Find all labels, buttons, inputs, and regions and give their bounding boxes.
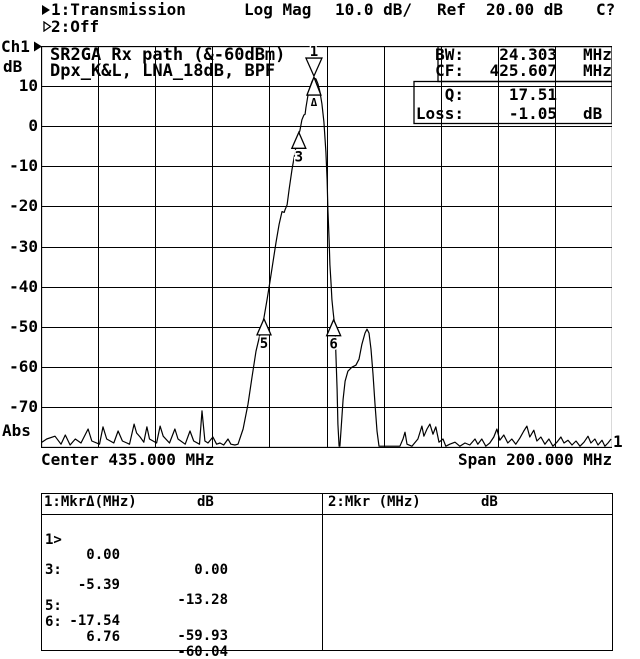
- annotation-line1: SR2GA Rx path (&-60dBm): [50, 45, 286, 65]
- y-tick: -50: [9, 317, 38, 336]
- marker-row-6: 6: 6.76 -60.04: [42, 600, 322, 659]
- x-axis-span-label: Span 200.000 MHz: [458, 450, 613, 469]
- channel-label: Ch1: [1, 37, 30, 56]
- inactive-trace-arrow-icon: [43, 21, 52, 32]
- marker-row-freq: -17.54: [69, 613, 120, 629]
- marker-row-id: 3:: [45, 562, 62, 578]
- marker-row-3: 3: -5.39 -13.28: [42, 548, 322, 608]
- y-tick: 10: [18, 76, 38, 95]
- marker-table-ch2-db-header: dB: [481, 494, 498, 510]
- y-tick: -10: [9, 156, 38, 175]
- marker-row-db: -59.93: [177, 628, 228, 644]
- svg-text:1: 1: [310, 46, 318, 60]
- y-tick: 0: [28, 116, 38, 135]
- marker-table-header-divider: [323, 514, 612, 515]
- cf-value: 425.607: [489, 61, 557, 80]
- marker-row-5: 5: -17.54 -59.93: [42, 584, 322, 644]
- marker-row-id: 1>: [45, 532, 62, 548]
- trace2-measurement: 2:Off: [51, 17, 100, 36]
- ref-label: Ref: [437, 0, 466, 19]
- svg-text:5: 5: [260, 336, 268, 352]
- marker-row-db: 0.00: [194, 562, 228, 578]
- marker-row-id: 6:: [45, 614, 62, 630]
- marker-row-freq: -5.39: [77, 577, 120, 593]
- q-value: 17.51: [508, 85, 557, 104]
- trace-number-label: 1: [613, 432, 623, 451]
- loss-label: Loss:: [415, 104, 464, 123]
- channel-arrow-icon: [34, 41, 42, 52]
- cf-label: CF:: [435, 61, 464, 80]
- y-tick: -30: [9, 237, 38, 256]
- bw-unit: MHz: [583, 45, 612, 64]
- y-tick: -60: [9, 357, 38, 376]
- correction-status: C?: [596, 0, 616, 19]
- bw-label: BW:: [435, 45, 464, 64]
- cf-unit: MHz: [583, 61, 612, 80]
- active-trace-arrow-icon: [42, 5, 50, 15]
- marker-row-db: -13.28: [177, 592, 228, 608]
- y-tick: -40: [9, 277, 38, 296]
- y-tick: -20: [9, 196, 38, 215]
- y-axis-bottom-label: Abs: [2, 421, 31, 440]
- svg-text:Δ: Δ: [311, 96, 318, 109]
- bw-value: 24.303: [499, 45, 557, 64]
- annotation-line2: Dpx_K&L, LNA_18dB, BPF: [50, 61, 276, 81]
- marker-row-freq: 0.00: [86, 547, 120, 563]
- svg-text:3: 3: [295, 149, 303, 165]
- marker-table-ch1-title: 1:MkrΔ(MHz): [44, 494, 137, 510]
- marker-table-header-divider: [42, 514, 322, 515]
- marker-table-ch2-title: 2:Mkr (MHz): [328, 494, 421, 510]
- marker-row-1: 1> 0.00 0.00: [42, 518, 322, 578]
- loss-unit: dB: [583, 104, 603, 123]
- measurement-plot: 1 Δ 3 5 6: [41, 46, 612, 448]
- trace1-measurement: 1:Transmission: [51, 0, 186, 19]
- marker-table-ch1: 1:MkrΔ(MHz) dB 1> 0.00 0.00 3: -5.39 -13…: [41, 493, 323, 659]
- q-label: Q:: [444, 85, 464, 104]
- y-axis-unit: dB: [3, 57, 23, 76]
- loss-value: -1.05: [508, 104, 557, 123]
- marker-row-db: -60.04: [177, 644, 228, 659]
- x-axis-center-label: Center 435.000 MHz: [41, 450, 215, 469]
- marker-row-id: 5:: [45, 598, 62, 614]
- display-format: Log Mag: [244, 0, 312, 19]
- svg-text:6: 6: [329, 337, 337, 353]
- marker-row-freq: 6.76: [86, 629, 120, 645]
- ref-value: 20.00 dB: [486, 0, 564, 19]
- marker-table-ch2: 2:Mkr (MHz) dB: [322, 493, 613, 651]
- marker-table-ch1-db-header: dB: [197, 494, 214, 510]
- y-tick: -70: [9, 397, 38, 416]
- scale-per-div: 10.0 dB/: [335, 0, 413, 19]
